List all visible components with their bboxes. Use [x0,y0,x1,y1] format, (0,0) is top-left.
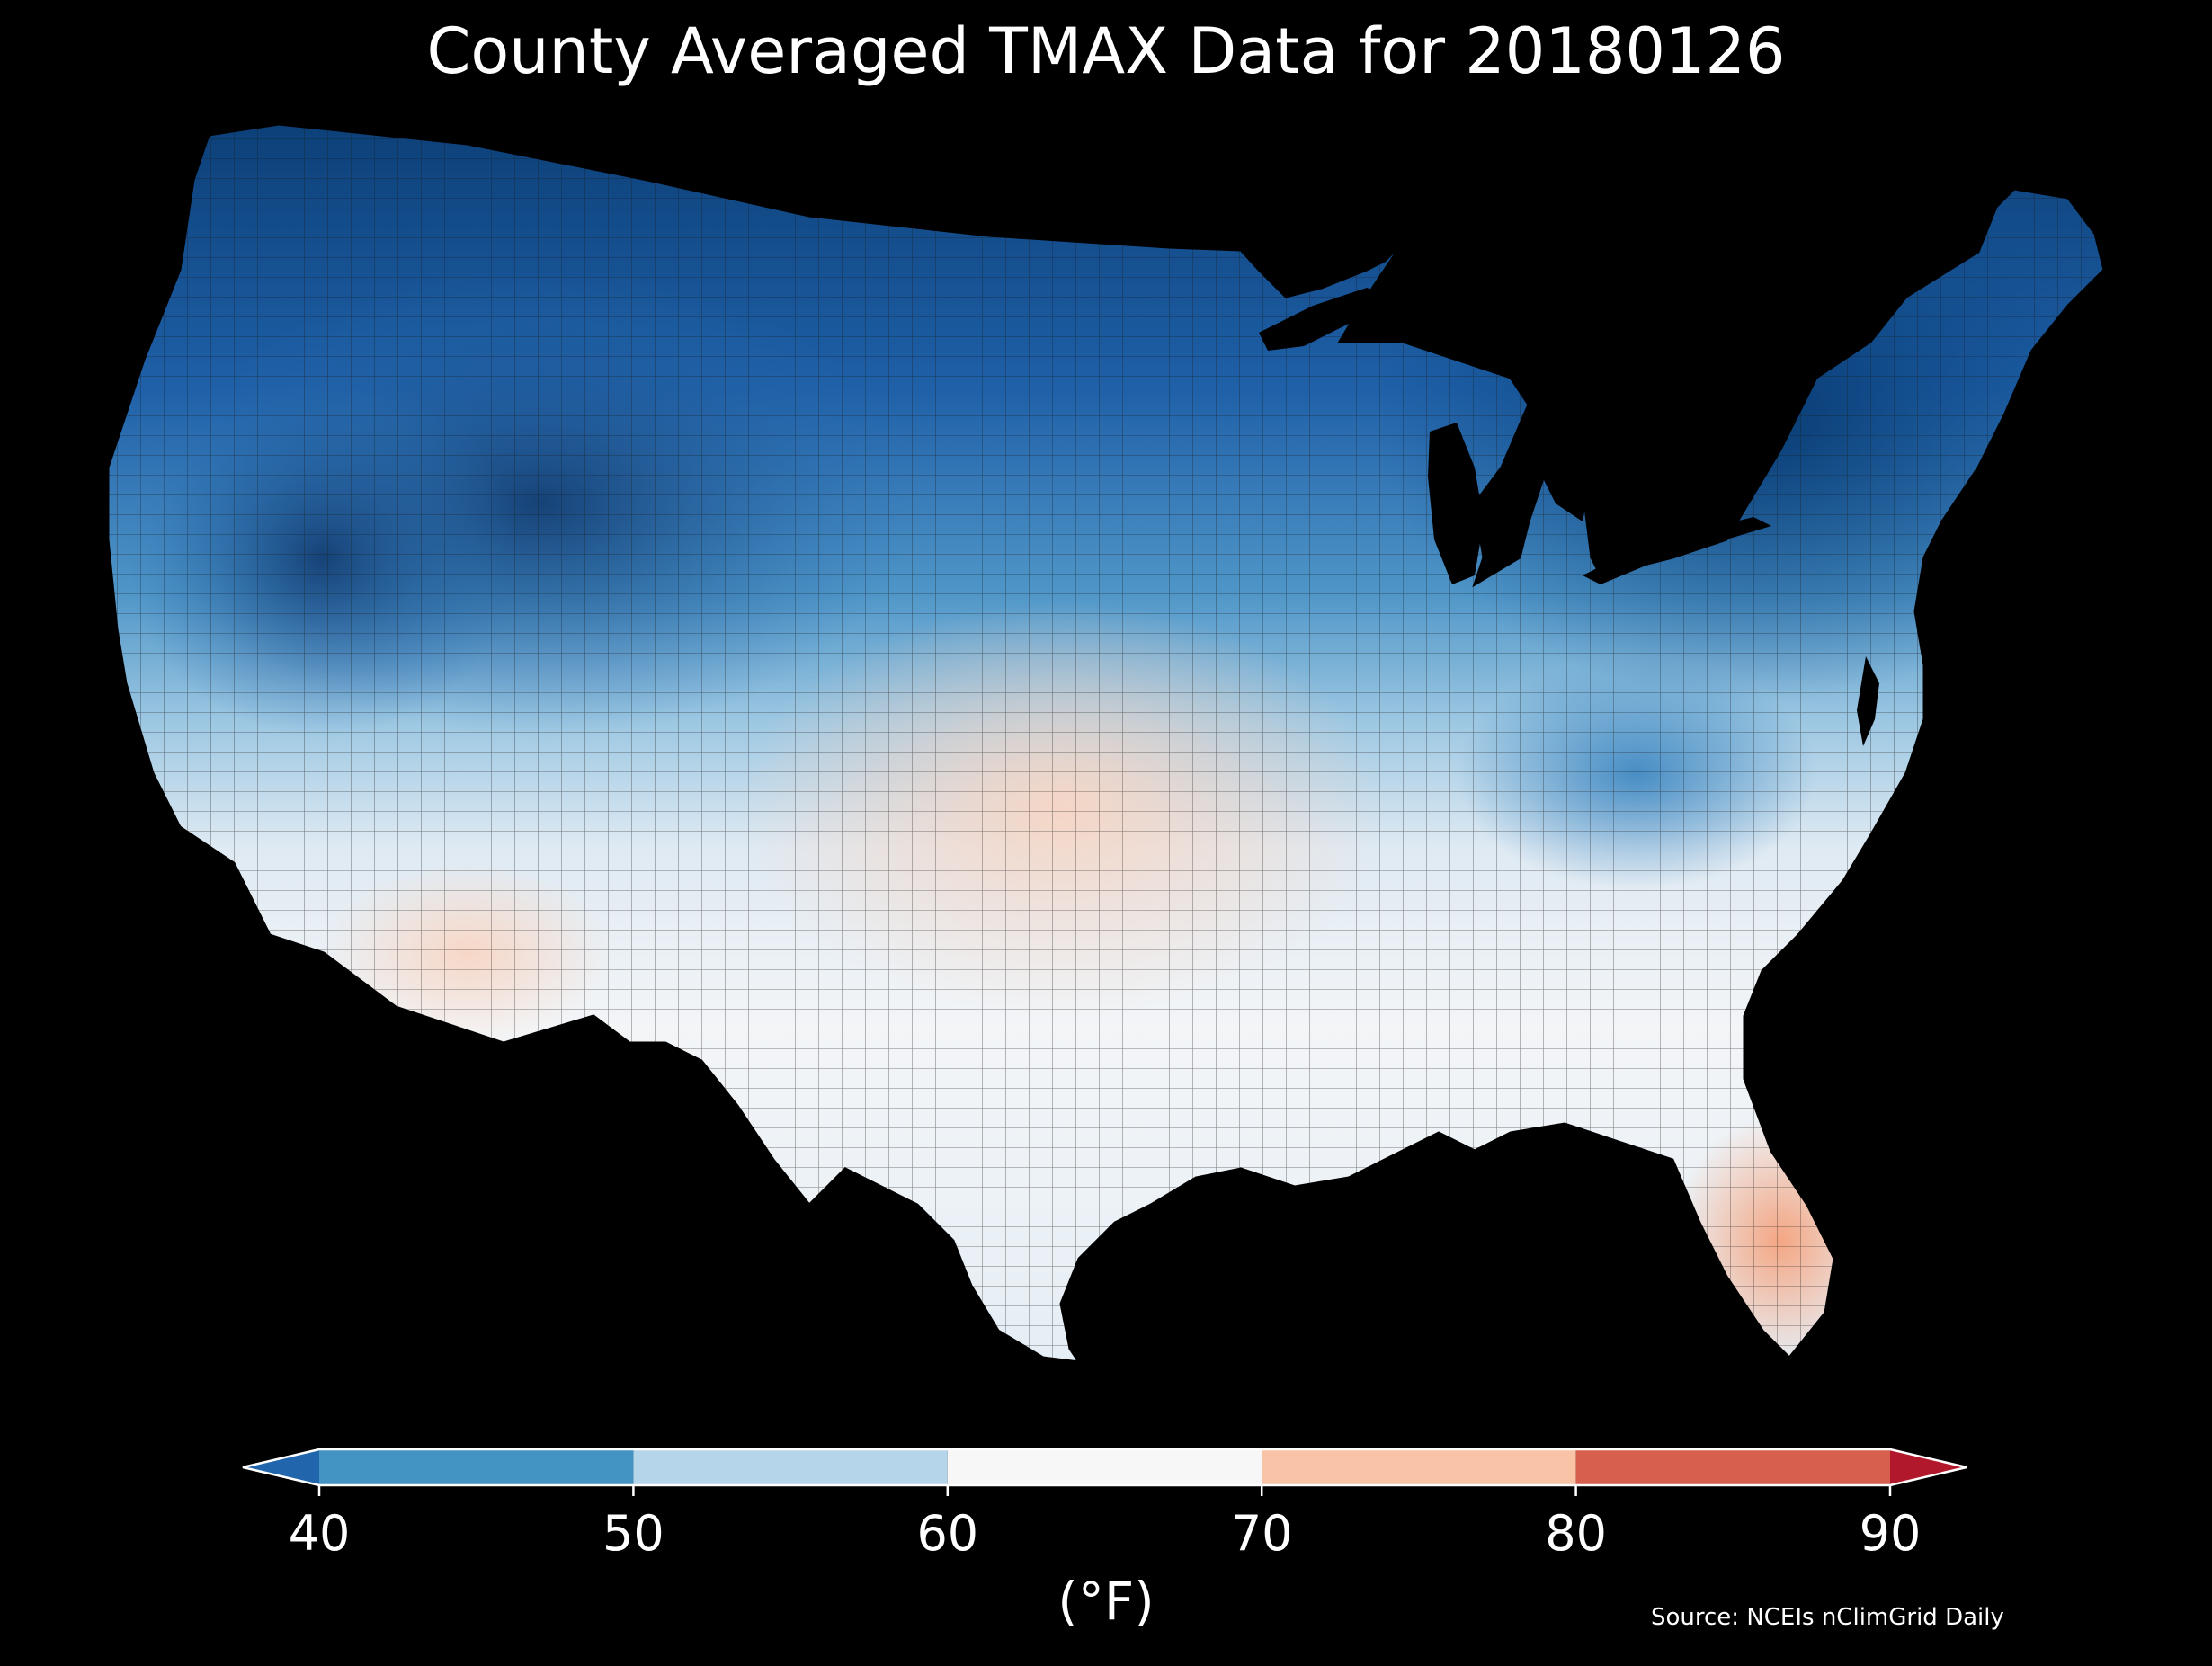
colorbar-bin-70-80 [1262,1449,1576,1485]
lake-erie [1583,539,1681,584]
colorbar-tick-label: 50 [602,1505,664,1562]
lake-superior [1259,288,1394,351]
lake-michigan [1428,423,1484,584]
colorbar-over-arrow [1890,1449,1967,1485]
colorbar-bin-40-50 [319,1449,634,1485]
colorbar-unit-label: (°F) [1057,1571,1155,1632]
colorbar-tick-labels: 40 50 60 70 80 90 [289,1505,1922,1562]
colorbar-bin-50-60 [633,1449,948,1485]
colorbar-tick-label: 70 [1231,1505,1293,1562]
map-title: County Averaged TMAX Data for 20180126 [426,14,1786,88]
colorbar-under-arrow [243,1449,319,1485]
colorbar-bins [242,1448,1967,1487]
colorbar-tick-label: 80 [1545,1505,1607,1562]
lake-huron [1529,423,1592,521]
lake-ontario [1699,517,1771,539]
chesapeake-bay [1857,656,1879,746]
colorbar-ticks [317,1485,1892,1496]
source-credit: Source: NCEIs nClimGrid Daily [1651,1604,2004,1631]
colorbar-tick-label: 90 [1860,1505,1922,1562]
colorbar-tick-label: 40 [289,1505,351,1562]
colorbar-tick-label: 60 [916,1505,978,1562]
colorbar-bin-60-70 [947,1449,1262,1485]
colorbar-bin-80-90 [1575,1449,1890,1485]
